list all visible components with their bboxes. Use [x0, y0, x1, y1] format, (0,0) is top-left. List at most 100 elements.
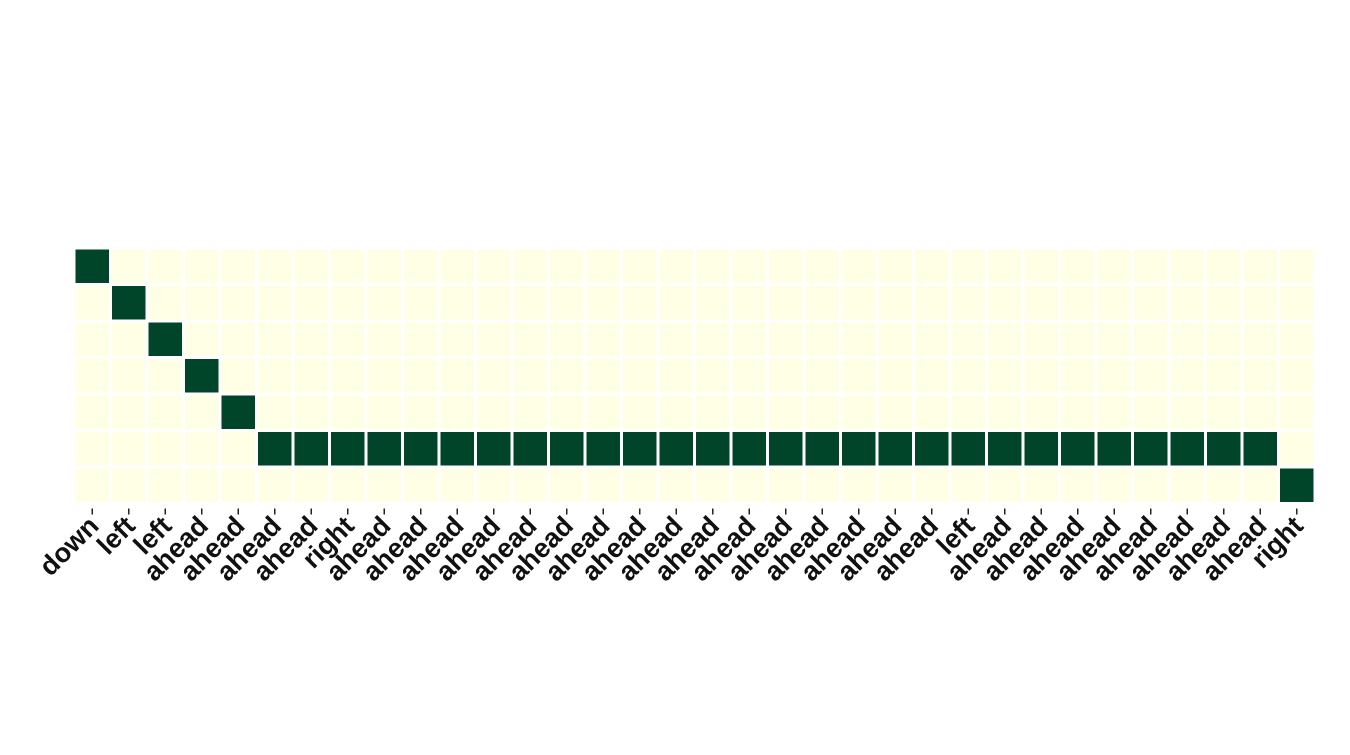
heatmap-cell [1207, 249, 1241, 283]
heatmap-cell [148, 359, 182, 393]
heatmap-cell [769, 249, 803, 283]
heatmap-cell [1243, 249, 1277, 283]
heatmap-cell [75, 395, 109, 429]
heatmap-cell [696, 432, 730, 466]
heatmap-cell [185, 395, 219, 429]
heatmap-cell [331, 249, 365, 283]
heatmap-cell [878, 395, 912, 429]
heatmap-cell [1207, 322, 1241, 356]
heatmap-cell [732, 249, 766, 283]
x-axis-ticks [91, 508, 1298, 515]
heatmap-cell [1024, 359, 1058, 393]
heatmap-cell [1243, 468, 1277, 502]
heatmap-cell [148, 432, 182, 466]
heatmap-cell [1170, 468, 1204, 502]
heatmap-cell [294, 286, 328, 320]
heatmap-cell [513, 432, 547, 466]
heatmap-cell [696, 249, 730, 283]
heatmap-cell [1024, 468, 1058, 502]
heatmap-cell [1097, 286, 1131, 320]
heatmap-cell [586, 286, 620, 320]
heatmap-cell [696, 359, 730, 393]
heatmap-cell [915, 322, 949, 356]
heatmap-cell [951, 286, 985, 320]
heatmap-cell [659, 432, 693, 466]
heatmap-cell [75, 286, 109, 320]
heatmap-cell [988, 432, 1022, 466]
heatmap-cell [112, 359, 146, 393]
heatmap-cell [988, 322, 1022, 356]
heatmap-cell [696, 468, 730, 502]
heatmap-cell [586, 395, 620, 429]
heatmap-cell [915, 468, 949, 502]
heatmap-cell [367, 432, 401, 466]
heatmap-cell [805, 468, 839, 502]
heatmap-cell [221, 359, 255, 393]
heatmap-cell [1134, 468, 1168, 502]
heatmap-cell [1061, 432, 1095, 466]
heatmap-cell [1243, 395, 1277, 429]
heatmap-cell [1170, 322, 1204, 356]
heatmap-cell [294, 359, 328, 393]
heatmap-cell [440, 286, 474, 320]
heatmap-cell [1061, 322, 1095, 356]
heatmap-cell [185, 249, 219, 283]
heatmap-cell [1207, 468, 1241, 502]
heatmap-cell [1134, 286, 1168, 320]
heatmap-cell [294, 322, 328, 356]
heatmap-cell [1243, 432, 1277, 466]
heatmap-cell [1134, 322, 1168, 356]
heatmap-cell [404, 249, 438, 283]
heatmap-cell [367, 468, 401, 502]
heatmap-cell [1280, 359, 1314, 393]
heatmap-cell [258, 322, 292, 356]
heatmap-cell [1243, 359, 1277, 393]
heatmap-cell [258, 286, 292, 320]
heatmap-cell [1170, 249, 1204, 283]
heatmap-cell [440, 395, 474, 429]
heatmap-cell [1207, 432, 1241, 466]
heatmap-cell [185, 468, 219, 502]
heatmap-cell [404, 286, 438, 320]
heatmap-cell [732, 468, 766, 502]
heatmap-cell [696, 395, 730, 429]
heatmap-cell [878, 249, 912, 283]
heatmap-cell [1097, 249, 1131, 283]
heatmap-cell [769, 359, 803, 393]
heatmap-cell [550, 286, 584, 320]
heatmap-cell [988, 395, 1022, 429]
heatmap-cell [586, 432, 620, 466]
heatmap-cell [915, 432, 949, 466]
heatmap-cell [659, 249, 693, 283]
heatmap-cell [112, 432, 146, 466]
heatmap-cell [769, 468, 803, 502]
heatmap-cell [1280, 395, 1314, 429]
heatmap-cell [221, 322, 255, 356]
heatmap-cell [769, 322, 803, 356]
heatmap-cell [623, 249, 657, 283]
heatmap-cell [769, 432, 803, 466]
heatmap-cell [550, 468, 584, 502]
heatmap-cell [440, 322, 474, 356]
heatmap-cell [221, 468, 255, 502]
heatmap-cell [1243, 286, 1277, 320]
heatmap-cell [440, 432, 474, 466]
heatmap-cell [477, 359, 511, 393]
heatmap-cell [1097, 359, 1131, 393]
heatmap-cell [477, 468, 511, 502]
heatmap-cell [915, 286, 949, 320]
heatmap-cell [1280, 286, 1314, 320]
heatmap-cell [1061, 468, 1095, 502]
heatmap-cell [258, 359, 292, 393]
heatmap-cell [112, 249, 146, 283]
heatmap-cell [1170, 286, 1204, 320]
heatmap-cell [404, 322, 438, 356]
heatmap-cell [258, 468, 292, 502]
heatmap-cell [951, 249, 985, 283]
heatmap-cell [367, 249, 401, 283]
heatmap-cell [586, 249, 620, 283]
heatmap-cell [294, 395, 328, 429]
heatmap-cell [805, 249, 839, 283]
heatmap-cell [477, 395, 511, 429]
